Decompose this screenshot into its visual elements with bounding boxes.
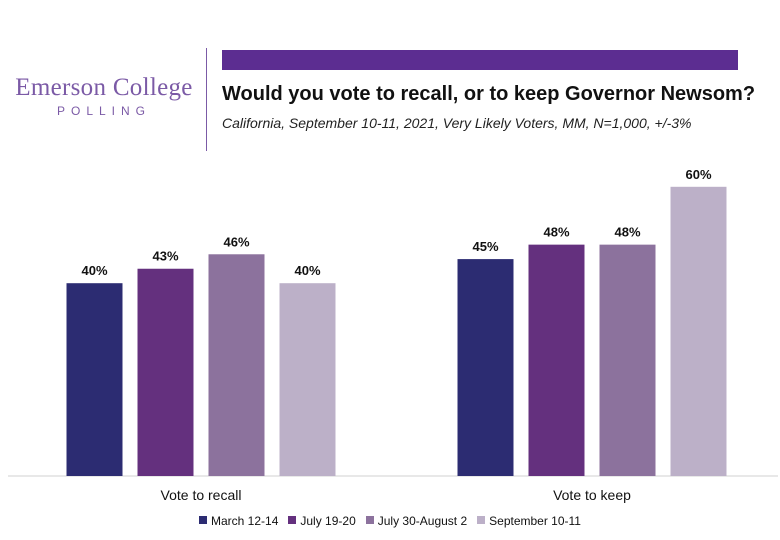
legend-item: July 19-20: [288, 514, 356, 528]
data-label: 45%: [472, 239, 498, 254]
legend-item: September 10-11: [477, 514, 581, 528]
legend-label: July 19-20: [300, 514, 356, 528]
legend-swatch: [477, 516, 486, 524]
logo-subtitle: POLLING: [56, 104, 152, 118]
header-accent-bar: [222, 50, 738, 70]
category-label: Vote to keep: [553, 487, 631, 503]
legend-label: July 30-August 2: [377, 514, 468, 528]
data-label: 48%: [543, 225, 569, 240]
legend-item: March 12-14: [199, 514, 278, 528]
legend-label: March 12-14: [211, 514, 279, 528]
bar-0-2: [208, 254, 265, 476]
bar-1-1: [528, 244, 585, 476]
logo: Emerson College POLLING: [14, 74, 194, 118]
chart-legend: March 12-14 July 19-20 July 30-August 2 Sep…: [0, 514, 780, 528]
header-divider: [206, 48, 207, 151]
chart-title: Would you vote to recall, or to keep Gov…: [222, 83, 756, 105]
data-label: 46%: [223, 234, 249, 249]
data-label: 48%: [614, 225, 640, 240]
bar-1-2: [599, 244, 656, 476]
legend-swatch: [199, 516, 207, 524]
legend-item: July 30-August 2: [365, 514, 468, 528]
data-label: 43%: [152, 249, 178, 264]
bar-1-3: [670, 186, 727, 477]
bar-0-0: [66, 283, 123, 476]
data-label: 60%: [685, 167, 711, 182]
legend-swatch: [365, 516, 374, 524]
data-label: 40%: [81, 263, 107, 278]
bar-1-0: [457, 259, 514, 476]
legend-swatch: [288, 516, 297, 524]
bar-0-3: [279, 283, 336, 476]
chart-subtitle: California, September 10-11, 2021, Very …: [222, 115, 692, 131]
legend-label: September 10-11: [489, 514, 581, 528]
logo-name: Emerson College: [15, 74, 193, 101]
category-label: Vote to recall: [161, 487, 242, 503]
data-label: 40%: [294, 263, 320, 278]
bar-0-1: [137, 268, 194, 476]
